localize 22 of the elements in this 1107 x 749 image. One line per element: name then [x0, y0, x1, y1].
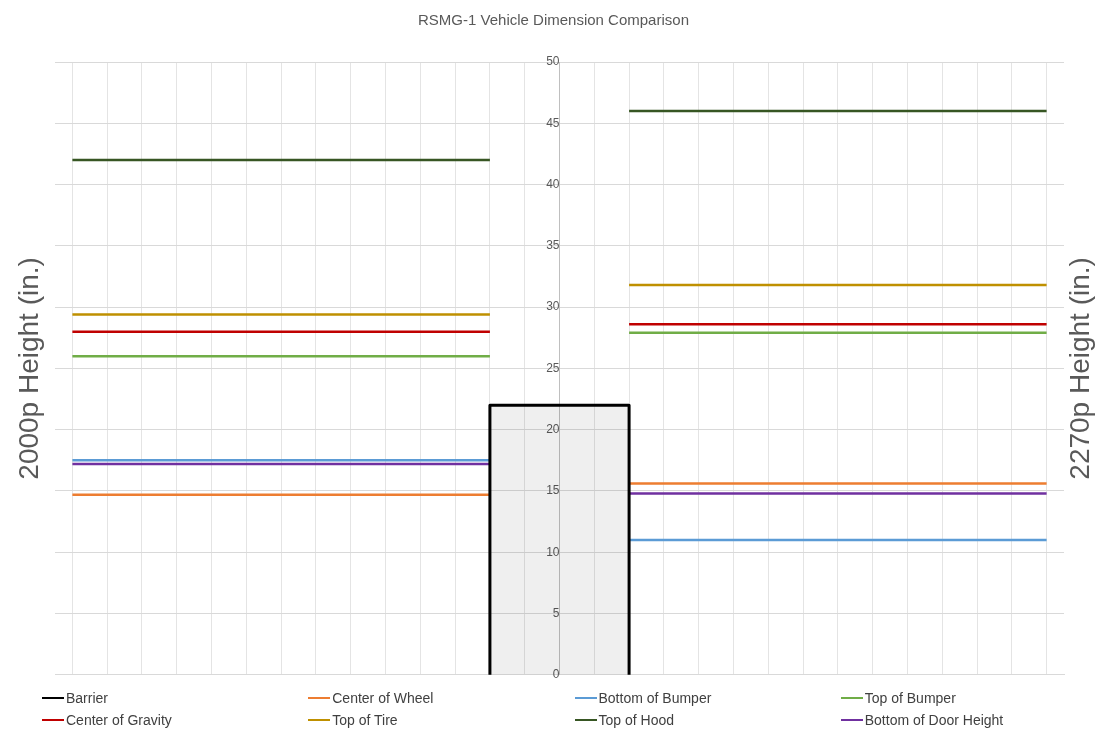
legend-label: Top of Bumper	[864, 690, 956, 706]
y-tick-label: 30	[546, 299, 560, 314]
y-tick-label: 45	[546, 115, 560, 130]
legend-label: Center of Gravity	[66, 712, 172, 728]
y-tick-label: 50	[546, 54, 560, 69]
y-tick-label: 20	[546, 421, 560, 436]
legend-label: Center of Wheel	[332, 690, 434, 706]
y2-axis-title: 2270p Height (in.)	[1063, 257, 1095, 480]
y-tick-label: 25	[546, 360, 560, 375]
legend-label: Bottom of Bumper	[598, 690, 712, 706]
y-tick-label: 5	[552, 605, 560, 620]
legend-label: Top of Hood	[598, 712, 674, 728]
legend-label: Bottom of Door Height	[864, 712, 1004, 728]
y-tick-label: 35	[546, 238, 560, 253]
y-tick-label: 15	[546, 483, 560, 498]
y-tick-label: 10	[546, 544, 560, 559]
y-tick-label: 0	[552, 667, 560, 682]
y-axis-title: 2000p Height (in.)	[12, 257, 44, 480]
y-tick-label: 40	[546, 176, 560, 191]
legend-label: Top of Tire	[332, 712, 398, 728]
chart-title: RSMG-1 Vehicle Dimension Comparison	[417, 10, 690, 30]
legend-label: Barrier	[66, 690, 109, 706]
